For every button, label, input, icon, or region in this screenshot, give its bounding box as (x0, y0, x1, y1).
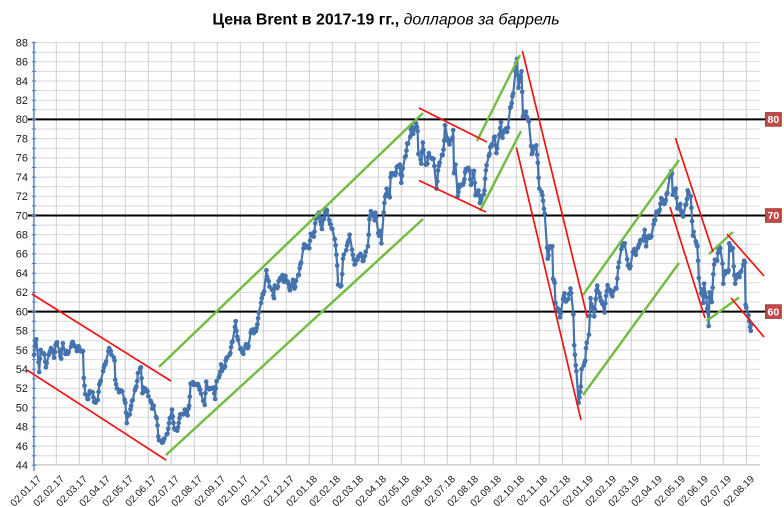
svg-text:88: 88 (16, 37, 28, 49)
svg-text:68: 68 (16, 230, 28, 242)
svg-text:86: 86 (16, 57, 28, 69)
svg-text:78: 78 (16, 134, 28, 146)
svg-text:60: 60 (16, 306, 28, 318)
svg-text:48: 48 (16, 422, 28, 434)
svg-text:72: 72 (16, 191, 28, 203)
svg-text:84: 84 (16, 76, 28, 88)
svg-text:44: 44 (16, 460, 28, 472)
svg-text:Цена Brent в 2017-19 гг., долл: Цена Brent в 2017-19 гг., долларов за ба… (212, 12, 559, 29)
svg-text:58: 58 (16, 326, 28, 338)
svg-text:52: 52 (16, 383, 28, 395)
svg-text:80: 80 (768, 114, 780, 126)
svg-text:66: 66 (16, 249, 28, 261)
svg-text:76: 76 (16, 153, 28, 165)
svg-text:64: 64 (16, 268, 28, 280)
svg-text:74: 74 (16, 172, 28, 184)
svg-text:50: 50 (16, 403, 28, 415)
svg-text:62: 62 (16, 287, 28, 299)
svg-text:46: 46 (16, 441, 28, 453)
svg-text:70: 70 (768, 210, 780, 222)
svg-text:56: 56 (16, 345, 28, 357)
svg-text:60: 60 (768, 306, 780, 318)
svg-text:82: 82 (16, 95, 28, 107)
svg-text:54: 54 (16, 364, 28, 376)
svg-text:70: 70 (16, 210, 28, 222)
svg-text:80: 80 (16, 114, 28, 126)
